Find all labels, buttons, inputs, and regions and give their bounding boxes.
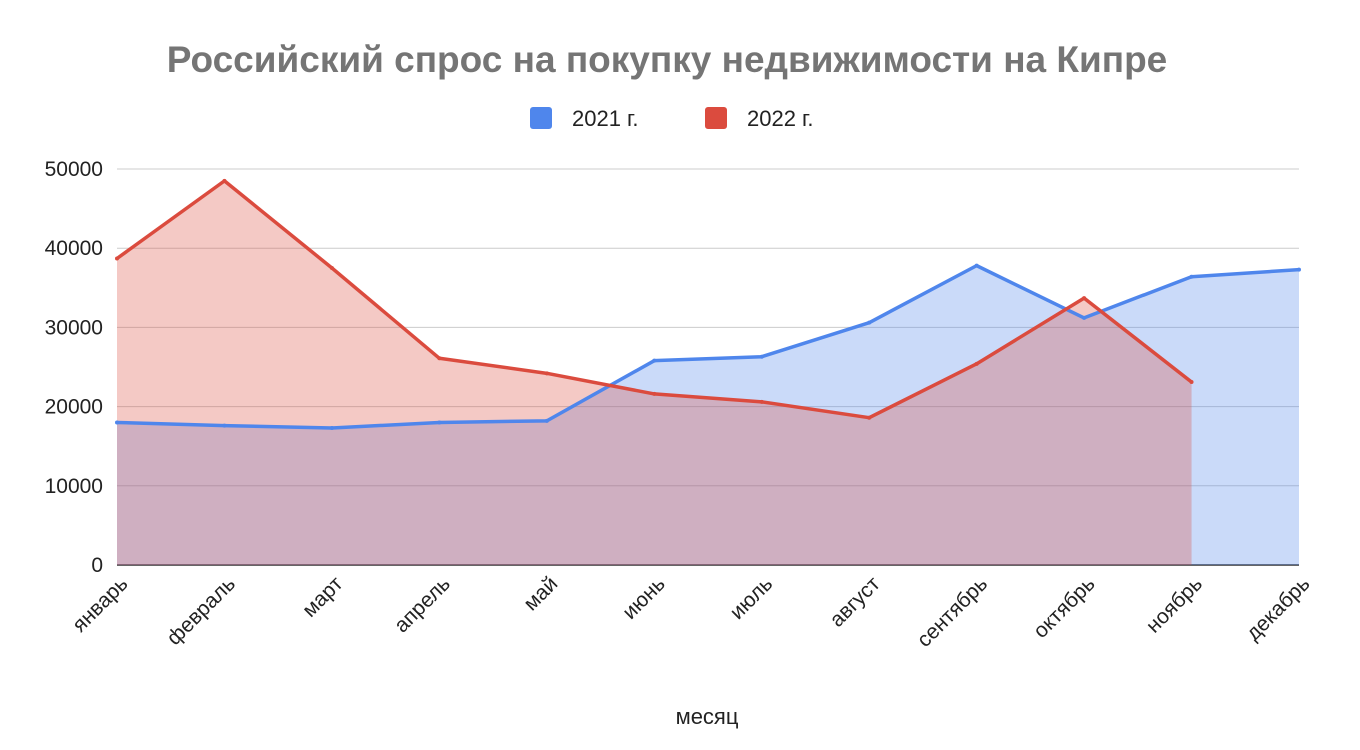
data-point bbox=[329, 266, 334, 270]
data-point bbox=[115, 420, 119, 425]
x-axis-ticks: январь февраль март апрель май июнь июль август… bbox=[68, 572, 1315, 652]
data-point bbox=[652, 391, 657, 396]
legend-swatch bbox=[530, 107, 552, 129]
data-point bbox=[437, 356, 442, 361]
series-lines bbox=[115, 178, 1301, 430]
x-tick-label: февраль bbox=[162, 572, 240, 650]
y-tick-label: 40000 bbox=[45, 237, 103, 260]
data-point bbox=[759, 399, 764, 404]
data-point bbox=[974, 263, 979, 268]
data-point bbox=[222, 423, 227, 428]
y-axis-ticks: 0 10000 20000 30000 40000 50000 bbox=[45, 158, 103, 577]
series-area-1 bbox=[117, 180, 1192, 565]
data-point bbox=[652, 358, 657, 363]
x-tick-label: декабрь bbox=[1242, 572, 1315, 645]
data-point bbox=[1082, 315, 1087, 320]
y-tick-label: 30000 bbox=[45, 316, 103, 339]
series-area-0 bbox=[117, 265, 1299, 565]
chart-title: Российский спрос на покупку недвижимости… bbox=[167, 39, 1168, 80]
data-point bbox=[544, 371, 549, 376]
x-tick-label: май bbox=[519, 572, 562, 615]
y-tick-label: 50000 bbox=[45, 158, 103, 181]
data-point bbox=[115, 256, 119, 261]
legend-label: 2021 г. bbox=[572, 106, 639, 131]
data-point bbox=[974, 361, 979, 366]
series-areas bbox=[117, 180, 1299, 565]
x-tick-label: июль bbox=[725, 572, 777, 624]
legend: 2021 г. 2022 г. bbox=[530, 106, 814, 131]
y-tick-label: 20000 bbox=[45, 396, 103, 419]
data-point bbox=[437, 420, 442, 425]
x-tick-label: апрель bbox=[390, 572, 455, 637]
x-tick-label: март bbox=[298, 572, 348, 622]
legend-swatch bbox=[705, 107, 727, 129]
gridlines bbox=[117, 168, 1299, 566]
x-tick-label: январь bbox=[68, 572, 133, 637]
data-point bbox=[329, 425, 334, 430]
data-point bbox=[867, 320, 872, 325]
x-tick-label: ноябрь bbox=[1142, 572, 1207, 637]
data-point bbox=[759, 354, 764, 359]
data-point bbox=[544, 418, 549, 423]
y-tick-label: 10000 bbox=[45, 475, 103, 498]
x-tick-label: сентябрь bbox=[913, 572, 993, 652]
x-tick-label: октябрь bbox=[1029, 572, 1100, 643]
x-tick-label: август bbox=[825, 572, 885, 632]
data-point bbox=[1189, 274, 1194, 279]
legend-label: 2022 г. bbox=[747, 106, 814, 131]
data-point bbox=[1189, 380, 1194, 385]
x-axis-title: месяц bbox=[676, 704, 739, 729]
y-tick-label: 0 bbox=[91, 554, 103, 577]
data-point bbox=[1297, 267, 1301, 272]
x-tick-label: июнь bbox=[618, 572, 670, 624]
data-point bbox=[1082, 296, 1087, 301]
data-point bbox=[867, 415, 872, 420]
data-point bbox=[222, 178, 227, 183]
